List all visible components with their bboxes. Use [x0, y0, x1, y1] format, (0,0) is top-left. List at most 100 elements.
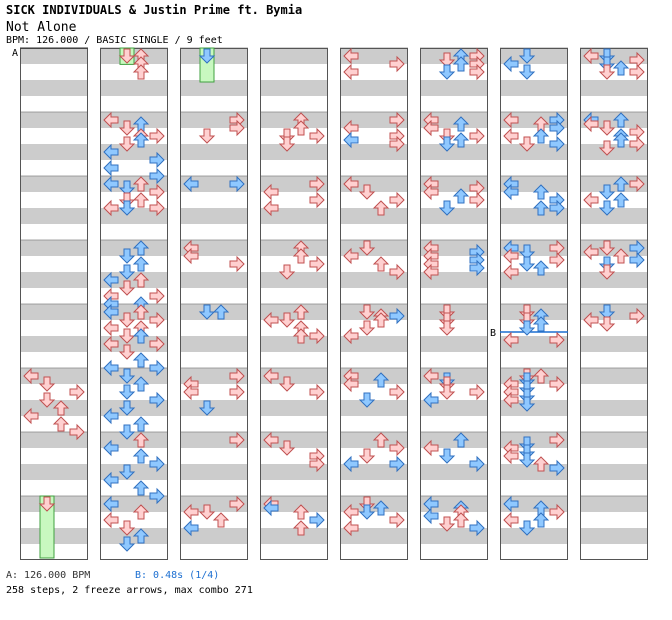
up-arrow-icon [52, 400, 70, 416]
beat-band [100, 336, 168, 352]
beat-band [20, 144, 88, 160]
beat-band [580, 368, 648, 384]
beat-band [260, 144, 328, 160]
beat-band [420, 464, 488, 480]
down-arrow-icon [598, 304, 616, 320]
down-arrow-icon [358, 392, 376, 408]
right-arrow-icon [149, 455, 165, 473]
down-arrow-icon [118, 536, 136, 552]
down-arrow-icon [118, 280, 136, 296]
left-arrow-icon [183, 247, 199, 265]
right-arrow-icon [389, 263, 405, 281]
up-arrow-icon [292, 120, 310, 136]
beat-band [500, 400, 568, 416]
beat-band [580, 144, 648, 160]
up-arrow-icon [212, 512, 230, 528]
beat-band [180, 528, 248, 544]
beat-band [420, 496, 488, 512]
right-arrow-icon [629, 251, 645, 269]
left-arrow-icon [503, 447, 519, 465]
up-arrow-icon [372, 500, 390, 516]
down-arrow-icon [518, 256, 536, 272]
beat-band [420, 272, 488, 288]
up-arrow-icon [132, 352, 150, 368]
right-arrow-icon [309, 191, 325, 209]
up-arrow-icon [372, 372, 390, 388]
beat-band [420, 80, 488, 96]
up-arrow-icon [532, 184, 550, 200]
down-arrow-icon [358, 240, 376, 256]
right-arrow-icon [389, 135, 405, 153]
beat-band [340, 368, 408, 384]
down-arrow-icon [518, 520, 536, 536]
right-arrow-icon [149, 359, 165, 377]
right-arrow-icon [469, 63, 485, 81]
down-arrow-icon [518, 64, 536, 80]
right-arrow-icon [549, 135, 565, 153]
beat-band [100, 144, 168, 160]
down-arrow-icon [358, 504, 376, 520]
beat-band [340, 176, 408, 192]
up-arrow-icon [292, 504, 310, 520]
beat-band [420, 112, 488, 128]
up-arrow-icon [532, 368, 550, 384]
up-arrow-icon [612, 60, 630, 76]
beat-band [100, 496, 168, 512]
down-arrow-icon [38, 376, 56, 392]
up-arrow-icon [132, 328, 150, 344]
beat-band [20, 336, 88, 352]
down-arrow-icon [118, 344, 136, 360]
down-arrow-icon [118, 200, 136, 216]
down-arrow-icon [598, 264, 616, 280]
down-arrow-icon [198, 504, 216, 520]
up-arrow-icon [532, 260, 550, 276]
left-arrow-icon [183, 519, 199, 537]
left-arrow-icon [503, 183, 519, 201]
right-arrow-icon [309, 383, 325, 401]
right-arrow-icon [469, 383, 485, 401]
left-arrow-icon [343, 327, 359, 345]
down-arrow-icon [278, 136, 296, 152]
beat-band [500, 112, 568, 128]
right-arrow-icon [469, 127, 485, 145]
down-arrow-icon [598, 120, 616, 136]
down-arrow-icon [278, 312, 296, 328]
beat-band [580, 336, 648, 352]
left-arrow-icon [583, 311, 599, 329]
beat-band [100, 80, 168, 96]
up-arrow-icon [132, 528, 150, 544]
up-arrow-icon [372, 256, 390, 272]
up-arrow-icon [452, 56, 470, 72]
beat-band [580, 496, 648, 512]
down-arrow-icon [438, 384, 456, 400]
up-arrow-icon [132, 480, 150, 496]
up-arrow-icon [612, 192, 630, 208]
beat-band [340, 528, 408, 544]
right-arrow-icon [149, 335, 165, 353]
left-arrow-icon [503, 263, 519, 281]
up-arrow-icon [612, 176, 630, 192]
left-arrow-icon [343, 455, 359, 473]
up-arrow-icon [132, 376, 150, 392]
down-arrow-icon [438, 320, 456, 336]
left-arrow-icon [423, 439, 439, 457]
up-arrow-icon [452, 116, 470, 132]
left-arrow-icon [263, 183, 279, 201]
down-arrow-icon [438, 200, 456, 216]
right-arrow-icon [549, 331, 565, 349]
left-arrow-icon [103, 159, 119, 177]
down-arrow-icon [118, 264, 136, 280]
down-arrow-icon [358, 184, 376, 200]
beat-band [180, 208, 248, 224]
right-arrow-icon [549, 375, 565, 393]
left-arrow-icon [183, 503, 199, 521]
left-arrow-icon [503, 495, 519, 513]
up-arrow-icon [612, 248, 630, 264]
left-arrow-icon [103, 175, 119, 193]
up-arrow-icon [292, 520, 310, 536]
up-arrow-icon [612, 112, 630, 128]
right-arrow-icon [309, 127, 325, 145]
chart-stats: 258 steps, 2 freeze arrows, max combo 27… [6, 585, 253, 596]
